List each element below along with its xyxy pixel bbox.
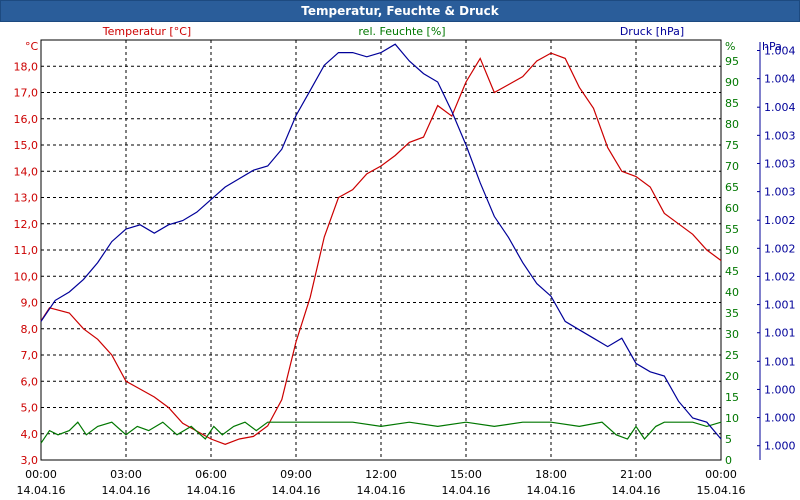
- x-tick-label-time: 00:00: [705, 468, 737, 481]
- x-tick-label-date: 14.04.16: [527, 484, 576, 497]
- y-tick-label-pressure: 1.000: [764, 383, 796, 396]
- x-tick-label-date: 15.04.16: [697, 484, 746, 497]
- y-tick-label-pressure: 1.001: [764, 327, 796, 340]
- y-tick-label-temperature: 7,0: [21, 349, 39, 362]
- y-tick-label-humidity: 95: [725, 55, 739, 68]
- y-tick-label-humidity: 45: [725, 265, 739, 278]
- y-tick-label-humidity: 90: [725, 76, 739, 89]
- y-tick-label-humidity: 85: [725, 97, 739, 110]
- y-tick-label-humidity: 25: [725, 349, 739, 362]
- series-line-pressure: [40, 43, 722, 440]
- y-tick-label-temperature: 10,0: [14, 270, 39, 283]
- y-tick-label-temperature: 5,0: [21, 402, 39, 415]
- x-tick-label-time: 00:00: [25, 468, 57, 481]
- y-tick-label-pressure: 1.004: [764, 101, 796, 114]
- y-axis-unit-humidity: %: [725, 40, 735, 53]
- y-tick-label-temperature: 17,0: [14, 87, 39, 100]
- x-tick-label-date: 14.04.16: [17, 484, 66, 497]
- y-tick-label-pressure: 1.004: [764, 45, 796, 58]
- y-tick-label-pressure: 1.000: [764, 440, 796, 453]
- y-tick-label-pressure: 1.003: [764, 129, 796, 142]
- y-tick-label-humidity: 10: [725, 412, 739, 425]
- x-tick-label-time: 15:00: [450, 468, 482, 481]
- y-tick-label-humidity: 40: [725, 286, 739, 299]
- y-tick-label-humidity: 80: [725, 118, 739, 131]
- y-tick-label-pressure: 1.002: [764, 214, 796, 227]
- x-tick-label-date: 14.04.16: [102, 484, 151, 497]
- y-axis-unit-pressure: hPa: [762, 40, 782, 53]
- y-tick-label-temperature: 8,0: [21, 323, 39, 336]
- y-tick-label-temperature: 12,0: [14, 218, 39, 231]
- y-tick-label-temperature: 3,0: [21, 454, 39, 467]
- y-tick-label-humidity: 0: [725, 454, 732, 467]
- y-tick-label-temperature: 14,0: [14, 165, 39, 178]
- y-tick-label-humidity: 35: [725, 307, 739, 320]
- y-tick-label-humidity: 70: [725, 160, 739, 173]
- y-axis-unit-temperature: °C: [25, 40, 39, 53]
- y-tick-label-humidity: 20: [725, 370, 739, 383]
- y-tick-label-temperature: 15,0: [14, 139, 39, 152]
- y-tick-label-pressure: 1.002: [764, 270, 796, 283]
- y-tick-label-humidity: 65: [725, 181, 739, 194]
- x-tick-label-time: 09:00: [280, 468, 312, 481]
- x-tick-label-date: 14.04.16: [442, 484, 491, 497]
- y-tick-label-humidity: 15: [725, 391, 739, 404]
- y-tick-label-humidity: 60: [725, 202, 739, 215]
- y-tick-label-humidity: 75: [725, 139, 739, 152]
- y-tick-label-pressure: 1.003: [764, 157, 796, 170]
- y-tick-label-temperature: 4,0: [21, 428, 39, 441]
- y-tick-label-pressure: 1.000: [764, 412, 796, 425]
- x-tick-label-time: 21:00: [620, 468, 652, 481]
- chart-title: Temperatur, Feuchte & Druck: [301, 4, 499, 18]
- y-tick-label-temperature: 11,0: [14, 244, 39, 257]
- x-tick-label-date: 14.04.16: [612, 484, 661, 497]
- y-tick-label-temperature: 18,0: [14, 60, 39, 73]
- legend-humidity: rel. Feuchte [%]: [358, 25, 445, 38]
- y-tick-label-humidity: 30: [725, 328, 739, 341]
- y-tick-label-humidity: 50: [725, 244, 739, 257]
- y-tick-label-humidity: 5: [725, 433, 732, 446]
- plot-frame: [40, 39, 722, 461]
- y-tick-label-humidity: 55: [725, 223, 739, 236]
- legend-temperature: Temperatur [°C]: [102, 25, 191, 38]
- x-tick-label-time: 03:00: [110, 468, 142, 481]
- y-tick-label-temperature: 6,0: [21, 375, 39, 388]
- y-tick-label-pressure: 1.002: [764, 242, 796, 255]
- y-tick-label-pressure: 1.001: [764, 355, 796, 368]
- x-tick-label-time: 18:00: [535, 468, 567, 481]
- y-tick-label-temperature: 13,0: [14, 192, 39, 205]
- legend-pressure: Druck [hPa]: [620, 25, 684, 38]
- x-tick-label-time: 12:00: [365, 468, 397, 481]
- y-tick-label-temperature: 16,0: [14, 113, 39, 126]
- y-tick-label-pressure: 1.001: [764, 299, 796, 312]
- chart-title-bar: Temperatur, Feuchte & Druck: [0, 0, 800, 22]
- series-line-humidity: [40, 421, 722, 444]
- x-tick-label-date: 14.04.16: [187, 484, 236, 497]
- y-tick-label-pressure: 1.003: [764, 186, 796, 199]
- series-line-temperature: [40, 52, 722, 445]
- y-tick-label-temperature: 9,0: [21, 297, 39, 310]
- x-tick-label-date: 14.04.16: [357, 484, 406, 497]
- x-tick-label-time: 06:00: [195, 468, 227, 481]
- x-tick-label-date: 14.04.16: [272, 484, 321, 497]
- y-tick-label-pressure: 1.004: [764, 73, 796, 86]
